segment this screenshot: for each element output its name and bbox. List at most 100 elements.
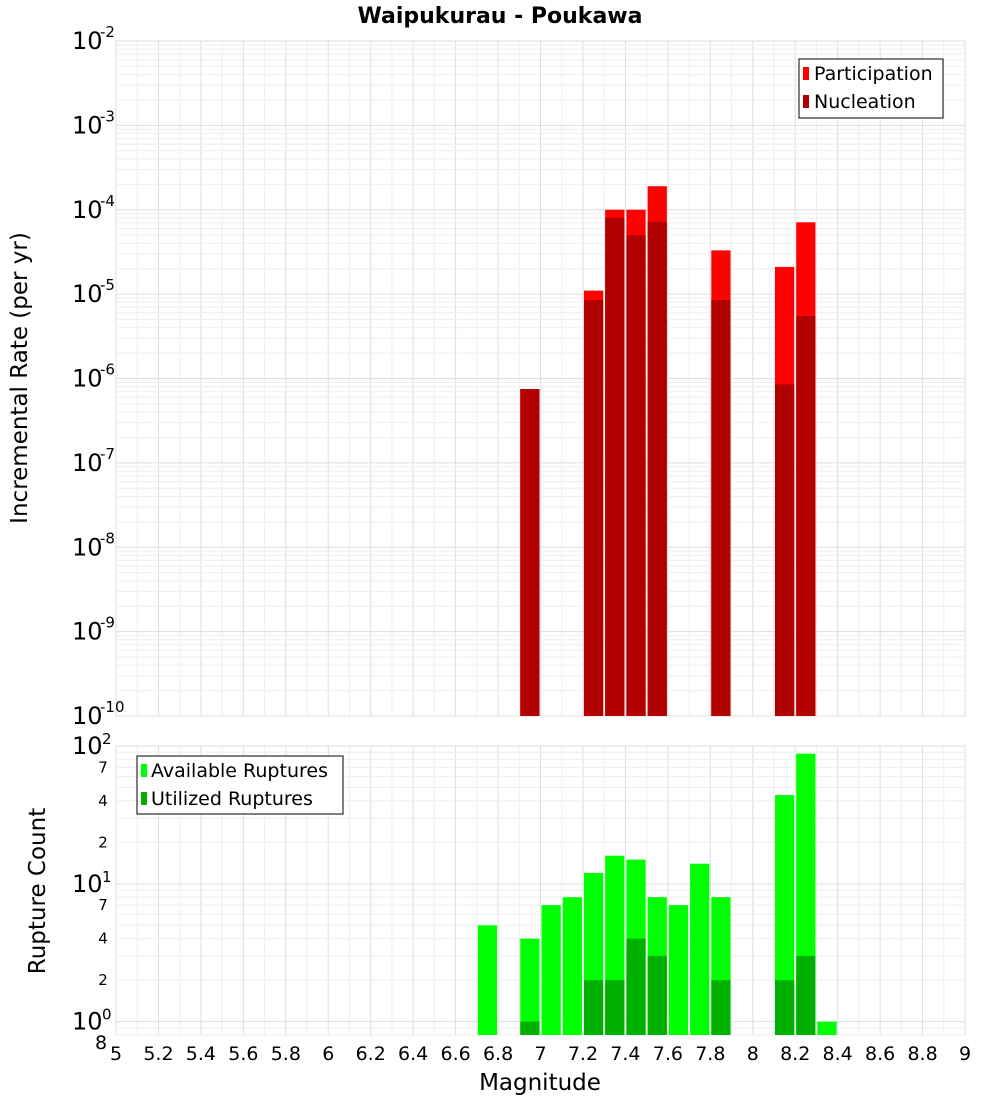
count-bar-utilized-ruptures bbox=[647, 955, 667, 1035]
y-tick-exponent: -2 bbox=[100, 23, 115, 41]
rate-bar-nucleation bbox=[796, 316, 816, 716]
y-tick-exponent: -5 bbox=[100, 276, 115, 294]
count-bar-available-ruptures bbox=[520, 938, 540, 1035]
count-bar-utilized-ruptures bbox=[711, 980, 731, 1035]
legend-swatch-utilized-ruptures bbox=[141, 792, 147, 805]
y-tick-label: 10 bbox=[72, 365, 103, 393]
rate-bar-nucleation bbox=[711, 300, 731, 716]
top-legend-box bbox=[798, 58, 944, 119]
y-tick-exponent: 2 bbox=[102, 730, 112, 748]
y-tick-label: 2 bbox=[98, 971, 108, 989]
rate-bar-nucleation bbox=[774, 384, 795, 716]
x-tick-label: 7.2 bbox=[568, 1043, 598, 1065]
y-tick-exponent: -6 bbox=[100, 361, 115, 379]
rate-bar-nucleation bbox=[626, 235, 646, 716]
legend-swatch-available-ruptures bbox=[141, 764, 147, 777]
rate-bar-nucleation bbox=[520, 389, 540, 716]
legend-label-nucleation: Nucleation bbox=[814, 91, 916, 113]
y-tick-exponent: 1 bbox=[102, 868, 112, 886]
x-tick-label: 7.4 bbox=[610, 1043, 640, 1065]
rate-bar-nucleation bbox=[605, 217, 625, 716]
x-tick-label: 8.8 bbox=[907, 1043, 937, 1065]
y-tick-label: 10 bbox=[72, 111, 103, 139]
y-tick-label: 10 bbox=[72, 732, 103, 760]
chart-title: Waipukurau - Poukawa bbox=[358, 4, 643, 29]
x-tick-label: 5.2 bbox=[143, 1043, 173, 1065]
count-bar-utilized-ruptures bbox=[796, 955, 816, 1035]
count-bar-utilized-ruptures bbox=[774, 980, 795, 1035]
x-tick-label: 5.8 bbox=[271, 1043, 301, 1065]
x-tick-label: 6.2 bbox=[356, 1043, 386, 1065]
y-tick-exponent: -7 bbox=[100, 445, 115, 463]
count-bar-available-ruptures bbox=[562, 897, 582, 1035]
legend-swatch-nucleation bbox=[803, 95, 809, 108]
x-tick-label: 5 bbox=[110, 1043, 122, 1065]
x-tick-label: 8 bbox=[747, 1043, 759, 1065]
y-tick-label: 2 bbox=[98, 833, 108, 851]
y-tick-label: 4 bbox=[98, 792, 108, 810]
count-bar-utilized-ruptures bbox=[520, 1021, 540, 1035]
x-tick-label: 8.6 bbox=[865, 1043, 895, 1065]
x-tick-label: 9 bbox=[959, 1043, 971, 1065]
y-tick-exponent: 0 bbox=[102, 1006, 112, 1024]
x-tick-label: 7 bbox=[534, 1043, 546, 1065]
x-tick-label: 6 bbox=[322, 1043, 334, 1065]
count-bar-available-ruptures bbox=[690, 863, 710, 1035]
count-bar-available-ruptures bbox=[541, 905, 561, 1035]
bottom-legend-box bbox=[136, 755, 344, 815]
count-bar-utilized-ruptures bbox=[583, 980, 604, 1035]
y-tick-exponent: -4 bbox=[100, 192, 115, 210]
y-tick-exponent: -8 bbox=[100, 529, 115, 547]
legend-label-available-ruptures: Available Ruptures bbox=[151, 760, 328, 782]
top-y-axis-label: Incremental Rate (per yr) bbox=[7, 232, 33, 524]
y-tick-label: 10 bbox=[72, 449, 103, 477]
y-tick-label: 10 bbox=[72, 870, 103, 898]
x-tick-label: 6.6 bbox=[440, 1043, 470, 1065]
legend-label-utilized-ruptures: Utilized Ruptures bbox=[151, 788, 313, 810]
rate-bar-nucleation bbox=[583, 300, 604, 716]
count-bar-available-ruptures bbox=[477, 925, 498, 1035]
top-bars bbox=[520, 186, 816, 717]
y-tick-label: 10 bbox=[72, 27, 103, 55]
rate-bar-nucleation bbox=[647, 221, 667, 717]
count-bar-available-ruptures bbox=[668, 905, 689, 1035]
y-tick-label: 10 bbox=[72, 618, 103, 646]
y-tick-label: 10 bbox=[72, 533, 103, 561]
x-tick-label: 6.4 bbox=[398, 1043, 428, 1065]
x-tick-label: 5.6 bbox=[228, 1043, 258, 1065]
y-tick-label: 7 bbox=[98, 896, 108, 914]
y-tick-exponent: -3 bbox=[100, 107, 115, 125]
y-tick-label: 4 bbox=[98, 930, 108, 948]
x-tick-label: 8.4 bbox=[823, 1043, 853, 1065]
x-tick-labels: 5 5.2 5.4 5.6 5.8 6 6.2 6.4 6.6 6.8 7 7.2 7.4 7.6 7.8 8… bbox=[110, 1043, 971, 1065]
bottom-y-axis-label: Rupture Count bbox=[25, 808, 51, 974]
y-tick-label: 10 bbox=[72, 702, 103, 730]
y-tick-label: 8 bbox=[95, 1032, 107, 1054]
y-tick-label: 10 bbox=[72, 196, 103, 224]
x-tick-label: 6.8 bbox=[483, 1043, 513, 1065]
y-tick-label: 10 bbox=[72, 280, 103, 308]
y-tick-label: 10 bbox=[72, 1008, 103, 1036]
bottom-bars bbox=[477, 753, 837, 1035]
x-tick-label: 8.2 bbox=[780, 1043, 810, 1065]
count-bar-utilized-ruptures bbox=[605, 980, 625, 1035]
x-tick-label: 7.6 bbox=[653, 1043, 683, 1065]
top-legend: Participation Nucleation bbox=[798, 58, 944, 119]
bottom-legend: Available Ruptures Utilized Ruptures bbox=[136, 755, 344, 815]
count-bar-utilized-ruptures bbox=[626, 938, 646, 1035]
x-tick-label: 5.4 bbox=[186, 1043, 216, 1065]
count-bar-available-ruptures bbox=[774, 795, 795, 1035]
legend-swatch-participation bbox=[803, 67, 809, 80]
legend-label-participation: Participation bbox=[814, 63, 933, 85]
y-tick-exponent: -10 bbox=[100, 698, 125, 716]
top-grid bbox=[115, 40, 966, 717]
count-bar-available-ruptures bbox=[817, 1021, 837, 1035]
x-axis-label: Magnitude bbox=[479, 1070, 601, 1096]
y-tick-exponent: -9 bbox=[100, 614, 115, 632]
y-tick-label: 7 bbox=[98, 758, 108, 776]
